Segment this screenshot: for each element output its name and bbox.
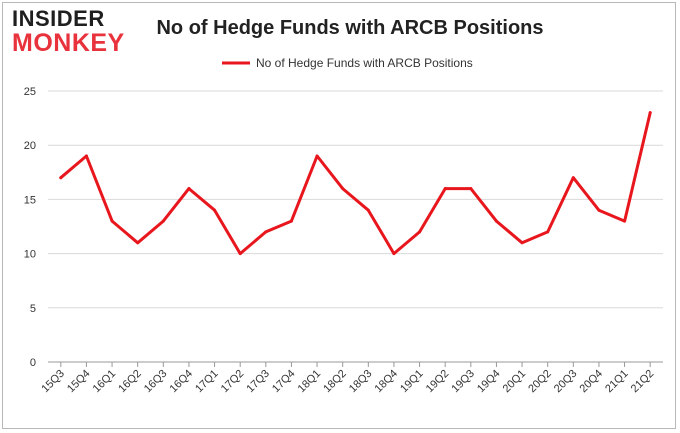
data-point bbox=[264, 230, 268, 234]
x-tick-label: 18Q1 bbox=[296, 368, 324, 396]
x-tick-label: 17Q3 bbox=[244, 368, 272, 396]
logo-line-2: MONKEY bbox=[12, 29, 125, 57]
x-tick-label: 19Q3 bbox=[449, 368, 477, 396]
x-tick-label: 21Q2 bbox=[629, 368, 657, 396]
x-tick-label: 18Q3 bbox=[347, 368, 375, 396]
x-tick-label: 18Q2 bbox=[321, 368, 349, 396]
data-point bbox=[469, 187, 473, 191]
y-tick-label: 25 bbox=[24, 86, 36, 98]
data-point bbox=[648, 111, 652, 115]
data-point bbox=[136, 241, 140, 245]
data-point bbox=[213, 208, 217, 212]
data-point bbox=[366, 208, 370, 212]
data-point bbox=[418, 230, 422, 234]
legend: No of Hedge Funds with ARCB Positions bbox=[222, 56, 473, 70]
x-tick-label: 15Q3 bbox=[39, 368, 67, 396]
y-tick-label: 15 bbox=[24, 194, 36, 206]
data-point bbox=[546, 230, 550, 234]
x-tick-label: 17Q2 bbox=[219, 368, 247, 396]
data-point bbox=[597, 208, 601, 212]
y-tick-label: 20 bbox=[24, 140, 36, 152]
x-tick-label: 16Q1 bbox=[91, 368, 119, 396]
chart-title: No of Hedge Funds with ARCB Positions bbox=[156, 17, 544, 39]
data-point bbox=[315, 154, 319, 158]
data-point bbox=[238, 252, 242, 256]
insider-monkey-logo: INSIDER MONKEY bbox=[12, 8, 125, 56]
x-tick-label: 17Q4 bbox=[270, 368, 298, 396]
logo-line-1: INSIDER bbox=[12, 6, 105, 31]
x-tick-label: 21Q1 bbox=[603, 368, 631, 396]
x-tick-label: 15Q4 bbox=[65, 368, 93, 396]
data-point bbox=[520, 241, 524, 245]
legend-label: No of Hedge Funds with ARCB Positions bbox=[256, 56, 473, 70]
x-tick-label: 19Q2 bbox=[424, 368, 452, 396]
data-point bbox=[341, 187, 345, 191]
data-point bbox=[187, 187, 191, 191]
data-point bbox=[443, 187, 447, 191]
x-tick-label: 16Q3 bbox=[142, 368, 170, 396]
data-point bbox=[84, 154, 88, 158]
y-tick-label: 0 bbox=[30, 357, 36, 369]
data-point bbox=[59, 176, 63, 180]
x-tick-label: 16Q2 bbox=[116, 368, 144, 396]
x-tick-label: 19Q4 bbox=[475, 368, 503, 396]
x-tick-label: 20Q3 bbox=[552, 368, 580, 396]
data-point bbox=[161, 219, 165, 223]
data-point bbox=[289, 219, 293, 223]
x-tick-label: 20Q2 bbox=[526, 368, 554, 396]
data-point bbox=[392, 252, 396, 256]
data-point bbox=[494, 219, 498, 223]
y-tick-label: 10 bbox=[24, 249, 36, 261]
x-tick-label: 18Q4 bbox=[373, 368, 401, 396]
x-tick-label: 16Q4 bbox=[168, 368, 196, 396]
series-layer bbox=[59, 111, 652, 256]
series-line bbox=[59, 111, 652, 256]
data-point bbox=[623, 219, 627, 223]
x-tick-label: 19Q1 bbox=[398, 368, 426, 396]
x-tick-label: 20Q1 bbox=[501, 368, 529, 396]
chart-frame bbox=[2, 2, 676, 429]
x-tick-label: 17Q1 bbox=[193, 368, 221, 396]
y-axis-ticks: 0 5 10 15 20 25 bbox=[24, 86, 36, 369]
data-point bbox=[110, 219, 114, 223]
data-point bbox=[571, 176, 575, 180]
x-tick-label: 20Q4 bbox=[578, 368, 606, 396]
x-axis-ticks: 15Q315Q416Q116Q216Q316Q417Q117Q217Q317Q4… bbox=[39, 362, 656, 395]
y-tick-label: 5 bbox=[30, 303, 36, 315]
